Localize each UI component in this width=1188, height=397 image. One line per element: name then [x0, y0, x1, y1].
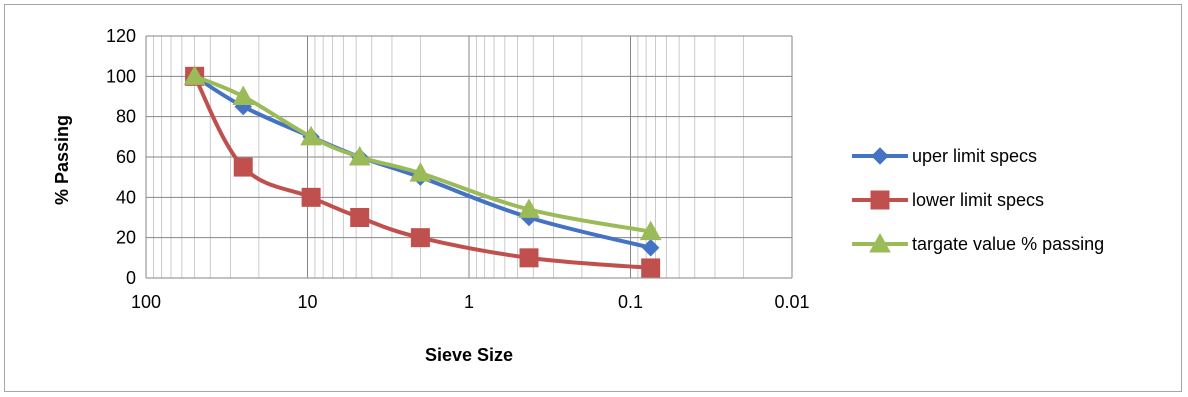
- legend-marker: [870, 190, 890, 210]
- legend-marker: [871, 147, 889, 165]
- x-tick-labels: 100 10 1 0.1 0.01: [131, 292, 810, 312]
- data-point: [348, 145, 371, 166]
- legend-item-2: targate value % passing: [852, 232, 1104, 254]
- data-point: [183, 65, 206, 85]
- data-point: [300, 125, 322, 146]
- legend-item-1: lower limit specs: [852, 190, 1044, 210]
- series-2: [183, 65, 662, 241]
- y-tick-labels: 0 20 40 60 80 100 120: [106, 26, 136, 288]
- data-point: [641, 239, 660, 257]
- x-tick-label: 0.1: [618, 292, 643, 312]
- axes: [145, 36, 792, 279]
- legend-label: targate value % passing: [912, 234, 1104, 254]
- y-tick-label: 80: [116, 107, 136, 127]
- data-point: [518, 198, 540, 218]
- legend-marker: [869, 232, 891, 253]
- y-tick-label: 100: [106, 66, 136, 86]
- data-point: [641, 258, 661, 278]
- legend-item-0: uper limit specs: [852, 146, 1037, 166]
- legend: uper limit specs lower limit specs targate…: [852, 146, 1104, 254]
- x-axis-title: Sieve Size: [425, 345, 513, 365]
- series-1: [185, 66, 661, 278]
- x-tick-label: 100: [131, 292, 161, 312]
- y-tick-label: 120: [106, 26, 136, 46]
- y-axis-title: % Passing: [52, 115, 72, 205]
- data-point: [233, 157, 253, 177]
- data-point: [639, 220, 662, 241]
- y-tick-label: 40: [116, 187, 136, 207]
- y-tick-label: 20: [116, 228, 136, 248]
- y-tick-label: 0: [126, 268, 136, 288]
- series-0: [185, 67, 660, 257]
- x-tick-label: 1: [464, 292, 474, 312]
- x-tick-label: 0.01: [774, 292, 809, 312]
- series-group: [183, 65, 662, 278]
- grid: [145, 35, 793, 279]
- data-point: [350, 208, 370, 227]
- data-point: [301, 187, 321, 207]
- legend-label: lower limit specs: [912, 190, 1044, 210]
- y-tick-label: 60: [116, 147, 136, 167]
- data-point: [409, 162, 432, 182]
- data-point: [410, 228, 430, 248]
- legend-label: uper limit specs: [912, 146, 1037, 166]
- data-point: [519, 248, 539, 268]
- x-tick-label: 10: [297, 292, 317, 312]
- data-point: [232, 85, 255, 105]
